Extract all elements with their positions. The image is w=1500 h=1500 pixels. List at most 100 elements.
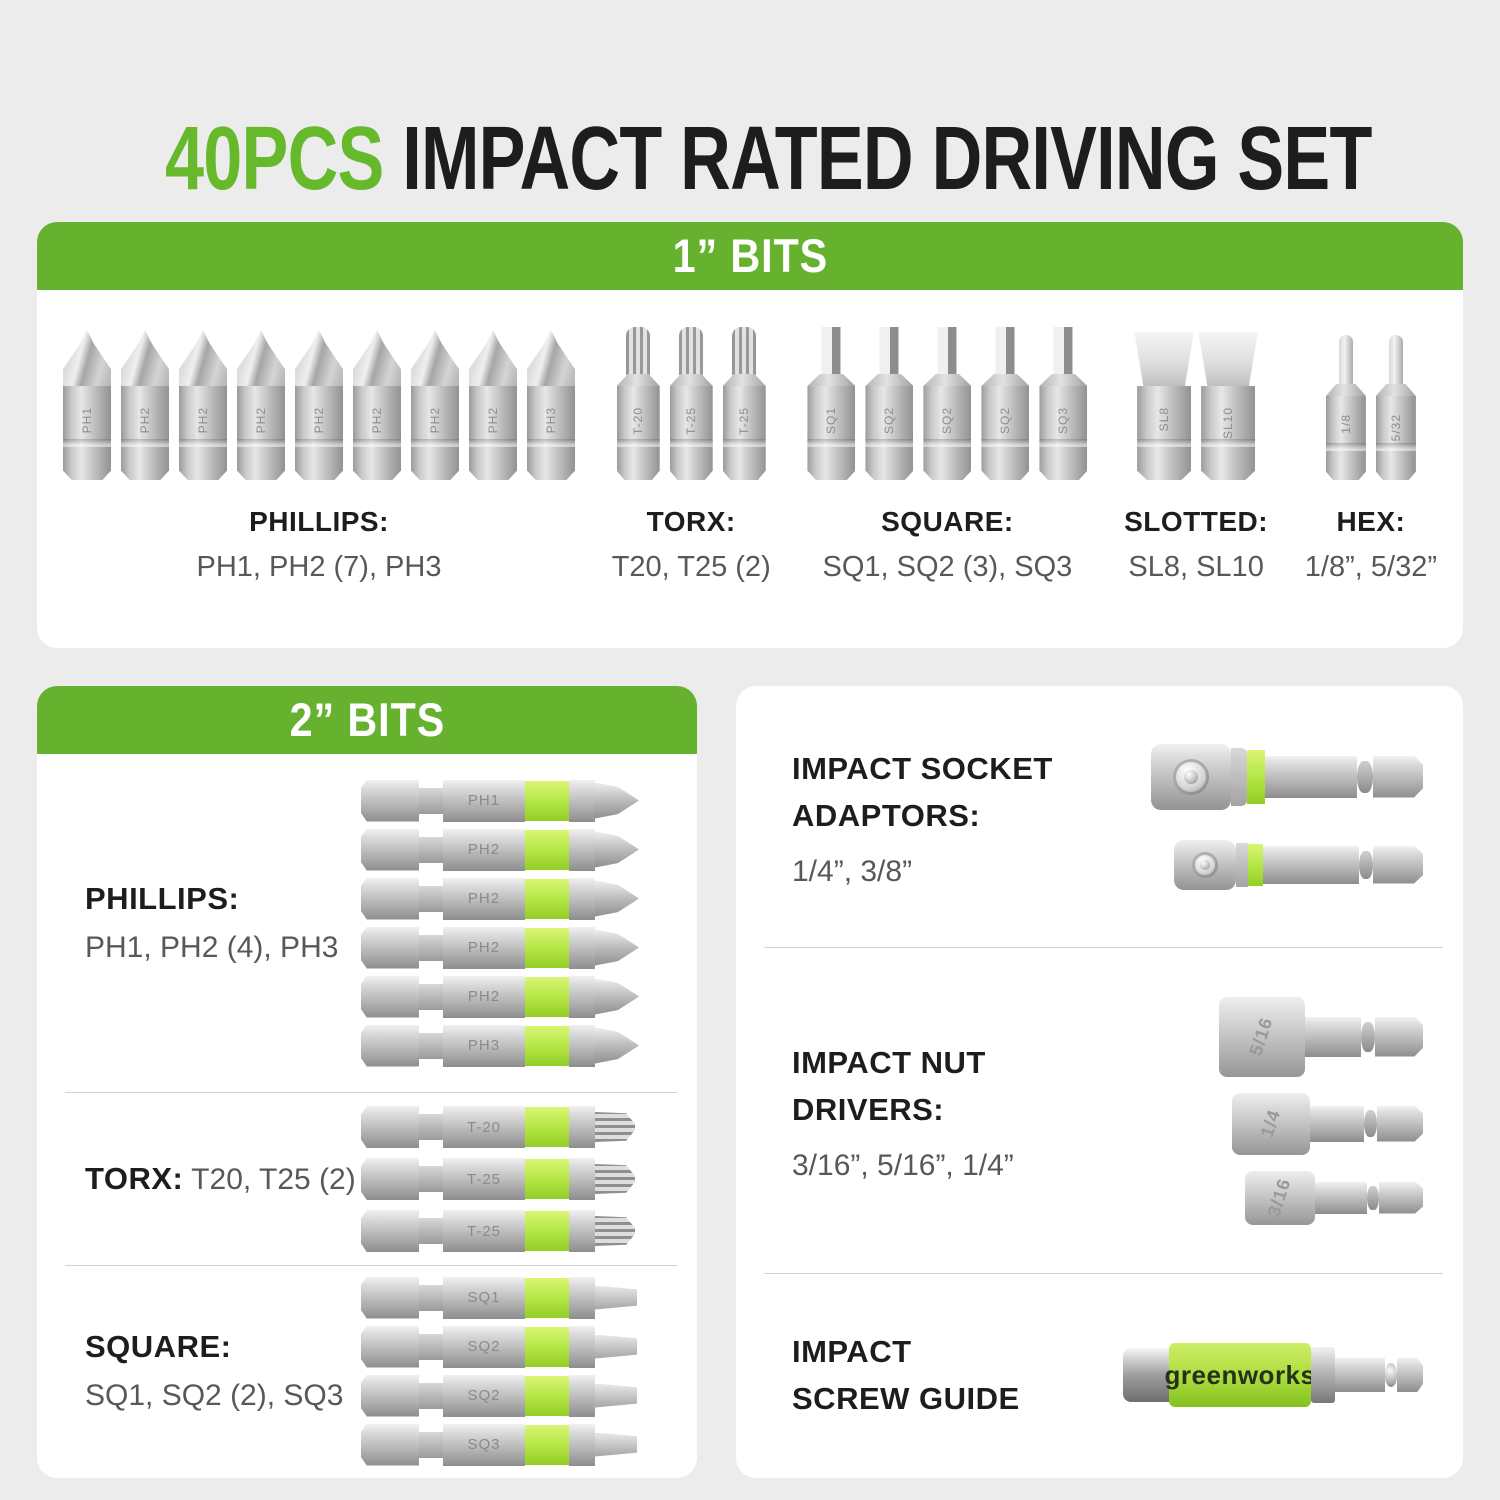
bit-hex-body: PH1 [443, 779, 525, 822]
two-inch-bits-panel: 2” BITS PHILLIPS: PH1, PH2 (4), PH3 PH1 … [37, 686, 697, 1478]
one-inch-bit-18: 1/8 [1325, 335, 1366, 480]
one-inch-bit-sq2: SQ2 [923, 327, 972, 480]
detent-ball [1200, 859, 1210, 870]
bits-column: SQ1 SQ2 SQ2 SQ3 [361, 1276, 641, 1466]
bit-tip-hex [1375, 335, 1416, 396]
bit-hex-body: PH2 [237, 386, 285, 480]
bit-engraving: PH2 [428, 406, 442, 434]
one-inch-bit-t25: T-25 [669, 327, 713, 480]
bit-tip-rod [995, 327, 1015, 375]
bit-engraving: PH2 [370, 406, 384, 434]
bit-hex-end [361, 926, 419, 969]
bit-hex-end [361, 1158, 419, 1200]
accessories-panel: IMPACT SOCKET ADAPTORS: 1/4”, 3/8” IMPACT … [736, 686, 1463, 1478]
bit-neck-groove [419, 1333, 443, 1360]
two-inch-bit-ph2: PH2 [361, 926, 641, 969]
bit-engraving: PH2 [254, 406, 268, 434]
bit-collar [569, 975, 595, 1018]
bit-group-slotted: SL8 SL10 SLOTTED: SL8, SL10 [1124, 312, 1268, 584]
one-inch-bit-ph2: PH2 [411, 330, 459, 480]
bit-engraving: SL10 [1221, 406, 1236, 439]
impact-screw-guide: greenworks [1123, 1343, 1423, 1407]
bits-row: SL8 SL10 [1134, 312, 1258, 480]
one-inch-bit-sq1: SQ1 [807, 327, 856, 480]
adaptor-hex-end [1373, 845, 1423, 884]
guide-detent-ball [1385, 1363, 1397, 1387]
bit-tip-phillips [411, 330, 459, 386]
bit-engraving: T-25 [466, 1222, 501, 1240]
brand-logo: greenworks [1164, 1359, 1316, 1390]
bit-hex-body: PH2 [295, 386, 343, 480]
section-heading-line: SCREW GUIDE [792, 1381, 1020, 1416]
one-inch-header-label: 1” BITS [672, 229, 828, 282]
bit-engraving: PH2 [138, 406, 152, 434]
bit-engraving: SQ2 [467, 1338, 501, 1355]
bit-tip-square [981, 327, 1030, 386]
section-detail: SQ1, SQ2 (2), SQ3 [85, 1379, 344, 1412]
bit-hex-body: T-25 [722, 386, 766, 480]
two-inch-header: 2” BITS [37, 686, 697, 754]
bit-tip-torx [595, 1164, 635, 1194]
two-inch-section-square: SQUARE: SQ1, SQ2 (2), SQ3 SQ1 SQ2 SQ2 [37, 1266, 697, 1476]
bit-neck-groove [419, 983, 443, 1010]
nut-driver-socket: 3/16 [1245, 1170, 1315, 1225]
group-detail: PH1, PH2 (7), PH3 [196, 551, 442, 583]
bit-tip-phillips [353, 330, 401, 386]
two-inch-bit-ph1: PH1 [361, 779, 641, 822]
bit-tip-flare [807, 374, 856, 386]
bit-tip-torx [595, 1112, 635, 1142]
bit-hex-body: SQ3 [443, 1423, 525, 1466]
bit-hex-end [361, 1024, 419, 1067]
bit-engraving: SQ2 [882, 406, 897, 434]
bit-collar [569, 1210, 595, 1252]
bits-row: T-20 T-25 T-25 [616, 312, 766, 480]
bit-engraving: PH3 [467, 1037, 501, 1054]
nut-driver-groove [1367, 1185, 1379, 1210]
title-rest: IMPACT RATED DRIVING SET [383, 109, 1372, 210]
bit-hex-body: 1/8 [1325, 396, 1366, 480]
bit-engraving: SQ2 [998, 406, 1013, 434]
bit-collar [569, 1024, 595, 1067]
nut-driver-groove [1361, 1021, 1375, 1052]
nut-driver-hex-end [1379, 1181, 1423, 1214]
bit-engraving: PH2 [467, 841, 501, 858]
bit-engraving: 5/32 [1388, 414, 1403, 442]
bit-hex-body: SL10 [1201, 386, 1256, 480]
bit-tip-phillips [237, 330, 285, 386]
bit-tip-flare [1325, 384, 1366, 396]
one-inch-bit-t20: T-20 [616, 327, 660, 480]
section-label: IMPACT NUT DRIVERS: 3/16”, 5/16”, 1/4” [792, 1039, 1219, 1183]
one-inch-bit-ph1: PH1 [63, 330, 111, 480]
bit-engraving: PH1 [80, 406, 94, 434]
adaptor-groove [1357, 760, 1373, 793]
bit-tip-rod [626, 327, 651, 375]
bit-engraving: PH2 [486, 406, 500, 434]
detent-ball [1184, 769, 1198, 784]
one-inch-bit-532: 5/32 [1375, 335, 1416, 480]
bits-row: 1/8 5/32 [1325, 312, 1416, 480]
bit-tip-phillips [121, 330, 169, 386]
bit-collar [569, 1325, 595, 1368]
adaptor-collar [1236, 842, 1248, 887]
bit-collar [569, 779, 595, 822]
bit-hex-body: PH2 [411, 386, 459, 480]
bit-tip-rod [732, 327, 757, 375]
bit-hex-body: T-25 [443, 1158, 525, 1200]
bits-row: PH1 PH2 PH2 PH2 PH2 [63, 312, 575, 480]
bit-tip-flare [1375, 384, 1416, 396]
bit-hex-body: SQ1 [443, 1276, 525, 1319]
bit-hex-body: T-25 [669, 386, 713, 480]
section-label: PHILLIPS: PH1, PH2 (4), PH3 [85, 881, 361, 965]
one-inch-bit-sl8: SL8 [1134, 332, 1194, 480]
bit-tip-square [595, 1383, 637, 1408]
bit-hex-end [361, 779, 419, 822]
bit-green-band [525, 976, 569, 1017]
bit-tip-rod [679, 327, 704, 375]
bit-tip-phillips [595, 782, 639, 819]
bit-hex-end [361, 1325, 419, 1368]
bit-tip-flare [616, 374, 660, 386]
bit-tip-phillips [595, 831, 639, 868]
bit-green-band [525, 1277, 569, 1318]
bit-hex-body: PH1 [63, 386, 111, 480]
two-inch-bit-ph2: PH2 [361, 877, 641, 920]
